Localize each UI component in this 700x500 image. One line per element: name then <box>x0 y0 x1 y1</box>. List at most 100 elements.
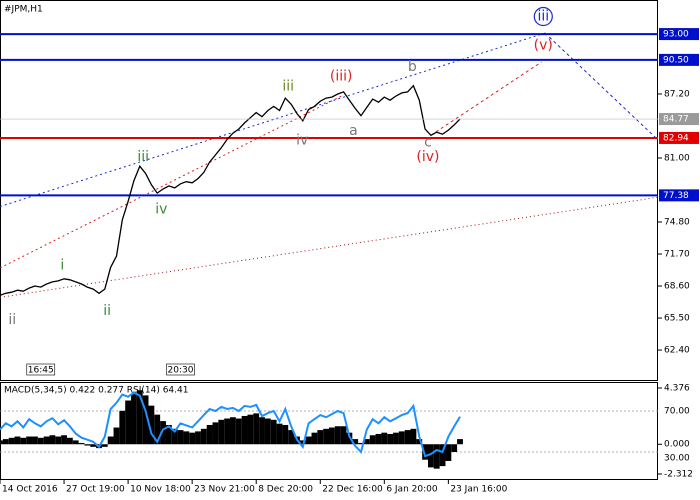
wave-label: iii <box>282 79 294 95</box>
macd-bar <box>375 433 382 445</box>
macd-bar <box>43 436 50 445</box>
wave-label: ii <box>103 303 111 319</box>
level-label-box <box>659 189 699 202</box>
trend-line <box>544 32 659 141</box>
macd-bar <box>0 440 3 445</box>
macd-bar <box>212 422 219 445</box>
macd-bar <box>253 413 260 445</box>
macd-bar <box>113 427 120 445</box>
wave-label: a <box>349 123 358 139</box>
indicator-tick-label: 0.000 <box>664 440 690 450</box>
wave-label: iv <box>155 202 167 218</box>
level-label: 77.38 <box>663 191 689 201</box>
trend-line <box>0 196 659 298</box>
y-tick-label: 71.70 <box>664 250 690 260</box>
macd-bar <box>183 431 190 445</box>
current-price-label: 84.77 <box>663 115 689 125</box>
indicator-title: MACD(5,34,5) 0.422 0.277 RSI(14) 64.41 <box>4 386 188 396</box>
macd-bar <box>259 417 265 445</box>
macd-bar <box>154 414 161 445</box>
rsi-tick-label: 70.00 <box>664 407 690 417</box>
level-label-box <box>659 28 699 41</box>
macd-bar <box>282 424 289 445</box>
macd-bar <box>230 417 236 445</box>
time-box-label: 20:30 <box>168 366 194 376</box>
macd-bar <box>49 435 56 445</box>
macd-bar <box>398 431 405 445</box>
y-tick-label: 65.50 <box>664 314 690 324</box>
macd-bar <box>381 432 388 445</box>
macd-bar <box>136 390 143 445</box>
macd-bar <box>387 433 394 445</box>
wave-circle <box>533 6 553 27</box>
macd-bar <box>317 430 324 445</box>
macd-bar <box>2 439 9 445</box>
macd-bar <box>20 437 27 445</box>
macd-bar <box>416 439 423 445</box>
macd-bar <box>32 436 38 445</box>
macd-bar <box>14 436 21 445</box>
trend-line <box>0 32 546 207</box>
rsi-line <box>0 391 461 458</box>
y-tick-label: 81.00 <box>664 153 690 163</box>
time-box <box>26 363 56 376</box>
macd-bar <box>451 444 458 452</box>
time-box <box>166 363 195 376</box>
x-tick-label: 22 Dec 16:00 <box>322 485 383 495</box>
level-label-box <box>659 53 699 66</box>
x-tick-label: 27 Oct 19:00 <box>66 485 125 495</box>
indicator-tick-label: 4.376 <box>664 383 690 393</box>
macd-bar <box>358 442 364 445</box>
macd-bar <box>288 430 295 445</box>
macd-bar <box>241 415 248 445</box>
macd-bar <box>457 439 463 445</box>
macd-bar <box>66 437 73 445</box>
macd-bar <box>311 432 318 445</box>
wave-label: b <box>408 59 417 75</box>
macd-bar <box>177 430 184 445</box>
macd-bar <box>160 421 166 445</box>
macd-bar <box>26 436 33 445</box>
time-box-label: 16:45 <box>28 366 54 376</box>
chart-title: #JPM,H1 <box>4 5 43 15</box>
y-tick-label: 74.80 <box>664 218 690 228</box>
macd-bar <box>142 395 149 445</box>
wave-label: (iii) <box>330 68 353 84</box>
macd-bar <box>445 444 452 461</box>
level-label: 82.94 <box>663 133 689 143</box>
wave-label: (iv) <box>416 149 439 165</box>
macd-bar <box>107 436 114 445</box>
wave-label: iii <box>537 9 549 25</box>
wave-label: iv <box>296 132 308 148</box>
macd-bar <box>352 439 359 445</box>
level-label-box <box>659 131 699 144</box>
macd-bar <box>410 428 417 445</box>
macd-bar <box>264 418 271 445</box>
level-label: 93.00 <box>663 30 689 40</box>
macd-bar <box>299 440 306 445</box>
macd-bar <box>55 436 62 445</box>
macd-bar <box>329 427 335 445</box>
macd-bar <box>235 418 242 445</box>
y-tick-label: 68.60 <box>664 282 690 292</box>
price-line <box>0 84 461 296</box>
x-tick-label: 23 Nov 21:00 <box>194 485 255 495</box>
macd-bar <box>165 424 172 445</box>
macd-bar <box>84 444 91 446</box>
macd-bar <box>218 419 225 445</box>
macd-bar <box>433 444 440 469</box>
macd-bar <box>404 430 411 445</box>
level-label: 90.50 <box>663 55 689 65</box>
macd-bar <box>276 423 283 445</box>
macd-bar <box>369 435 376 445</box>
macd-bar <box>346 432 353 445</box>
y-tick-label: 87.20 <box>664 89 690 99</box>
x-tick-label: 8 Dec 20:00 <box>258 485 313 495</box>
macd-bar <box>195 431 201 445</box>
macd-bar <box>189 432 196 445</box>
macd-bar <box>125 400 132 445</box>
macd-bar <box>323 428 329 445</box>
macd-bar <box>270 419 277 445</box>
macd-bar <box>171 428 178 445</box>
